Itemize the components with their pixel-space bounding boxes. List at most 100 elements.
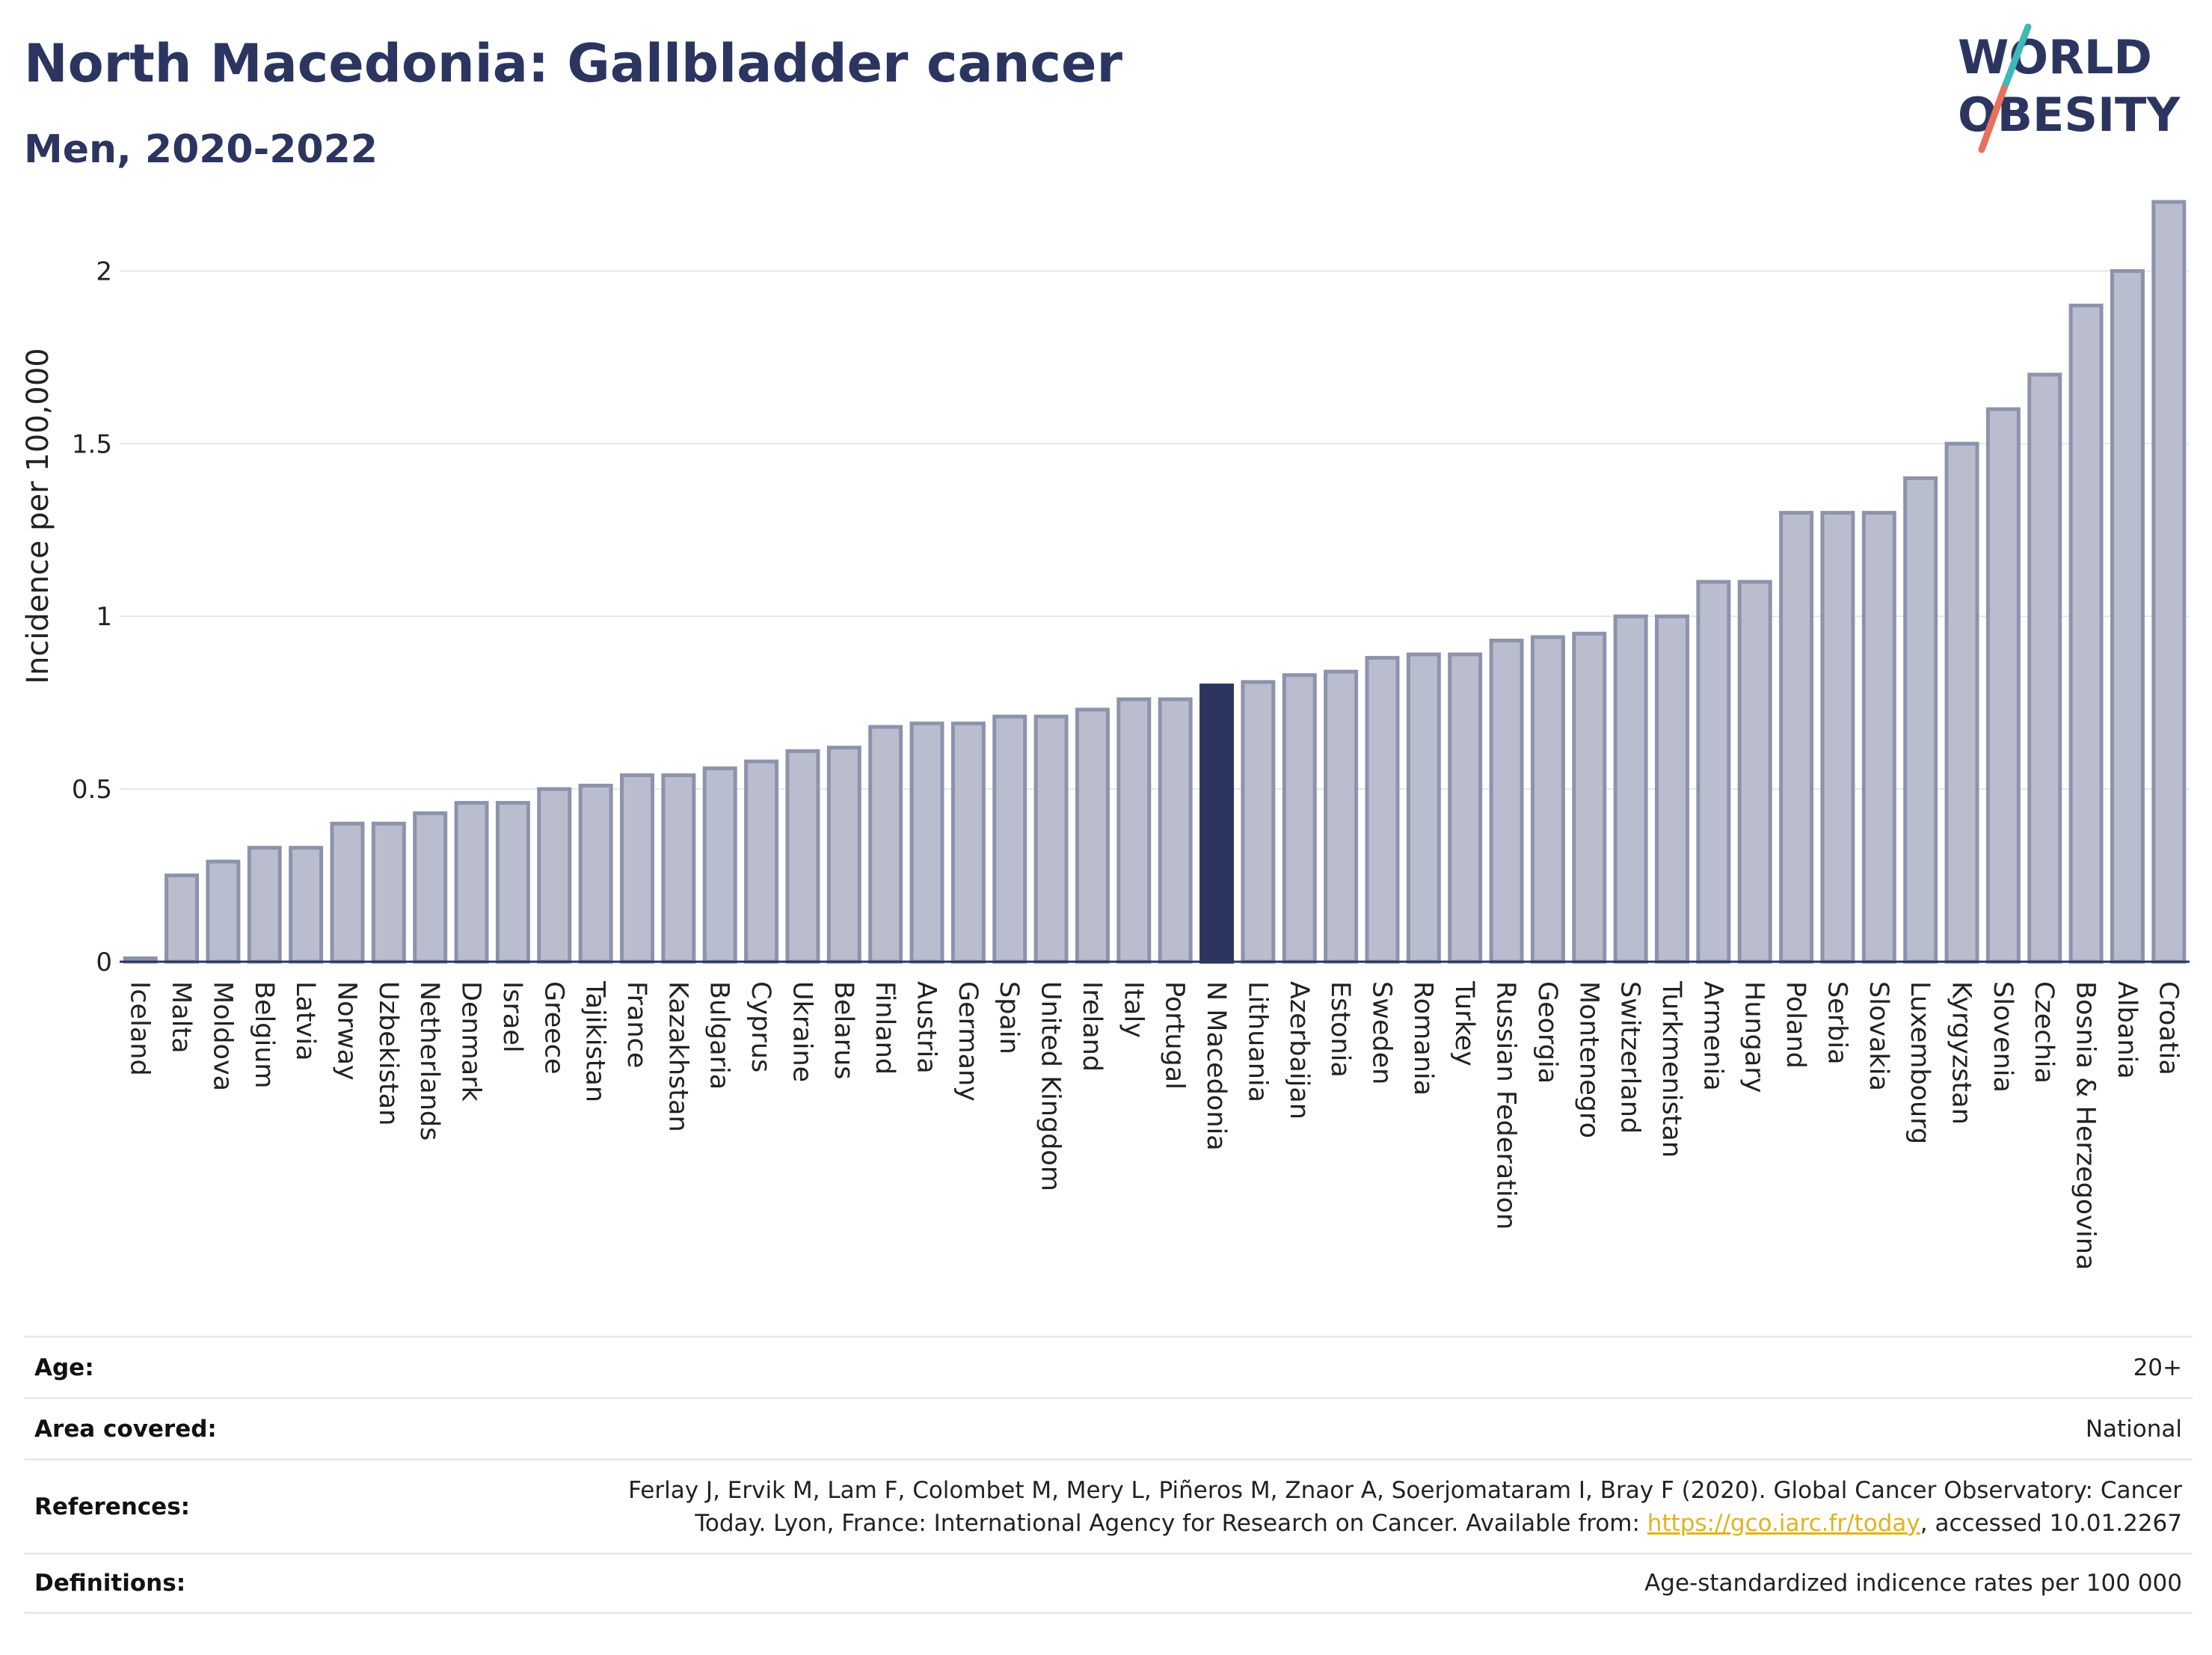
bar bbox=[1075, 707, 1110, 964]
bar bbox=[1903, 476, 1938, 964]
x-tick-label: Kyrgyzstan bbox=[1947, 981, 1976, 1125]
bar bbox=[702, 766, 737, 964]
bar bbox=[165, 873, 200, 964]
x-tick-label: United Kingdom bbox=[1036, 981, 1066, 1191]
bar-chart: 0 0.5 1 1.5 2 Iceland Malta Moldova Belgium Latv… bbox=[21, 200, 2190, 1270]
bar bbox=[2068, 304, 2104, 964]
references-value: Ferlay J, Ervik M, Lam F, Colombet M, Me… bbox=[567, 1474, 2182, 1540]
references-accessed: , accessed 10.01.2267 bbox=[1920, 1509, 2182, 1537]
x-axis-labels: Iceland Malta Moldova Belgium Latvia Norway Uz… bbox=[125, 980, 2184, 1270]
bar bbox=[744, 759, 779, 964]
bar bbox=[1779, 511, 1814, 964]
info-row-area: Area covered: National bbox=[24, 1397, 2193, 1458]
y-tick-label: 2 bbox=[96, 257, 112, 286]
area-value: National bbox=[2085, 1415, 2182, 1443]
bar bbox=[1282, 673, 1317, 964]
x-tick-label: Greece bbox=[538, 981, 568, 1075]
x-tick-label: Moldova bbox=[207, 981, 237, 1091]
bar bbox=[785, 749, 820, 964]
y-tick-label: 0 bbox=[96, 948, 112, 977]
x-tick-label: Hungary bbox=[1739, 981, 1769, 1093]
x-tick-label: Italy bbox=[1118, 981, 1148, 1038]
x-tick-label: Croatia bbox=[2153, 981, 2183, 1075]
x-tick-label: Germany bbox=[953, 981, 983, 1102]
bar bbox=[2151, 200, 2187, 964]
x-tick-label: Serbia bbox=[1822, 981, 1852, 1065]
x-tick-label: Kazakhstan bbox=[663, 981, 692, 1132]
bar bbox=[495, 801, 530, 964]
x-tick-label: Sweden bbox=[1366, 981, 1396, 1084]
info-row-age: Age: 20+ bbox=[24, 1336, 2193, 1397]
bar bbox=[1861, 511, 1896, 964]
logo-slash-bottom bbox=[1978, 85, 2008, 153]
bar bbox=[330, 821, 365, 964]
bars bbox=[123, 200, 2187, 964]
x-tick-label: Cyprus bbox=[746, 981, 775, 1072]
page-title: North Macedonia: Gallbladder cancer bbox=[24, 33, 1123, 94]
area-label: Area covered: bbox=[34, 1415, 217, 1443]
bar-highlighted bbox=[1199, 684, 1235, 964]
y-tick-label: 1.5 bbox=[72, 429, 112, 459]
bar bbox=[1033, 714, 1069, 964]
info-table: Age: 20+ Area covered: National Referenc… bbox=[24, 1336, 2193, 1614]
bar bbox=[1737, 580, 1772, 964]
y-axis-ticks: 0 0.5 1 1.5 2 bbox=[72, 257, 112, 977]
x-tick-label: Netherlands bbox=[414, 981, 444, 1140]
x-tick-label: Georgia bbox=[1532, 981, 1562, 1084]
x-tick-label: Belarus bbox=[829, 981, 858, 1080]
age-label: Age: bbox=[34, 1354, 94, 1381]
bar bbox=[950, 721, 986, 964]
bar bbox=[620, 773, 654, 964]
x-tick-label: Spain bbox=[994, 981, 1024, 1054]
bar bbox=[868, 725, 903, 964]
x-tick-label: Uzbekistan bbox=[373, 981, 403, 1126]
references-text: Ferlay J, Ervik M, Lam F, Colombet M, Me… bbox=[628, 1476, 2182, 1537]
bar bbox=[1324, 669, 1359, 964]
bar bbox=[413, 811, 448, 964]
bar bbox=[1944, 441, 1979, 964]
bar bbox=[206, 859, 241, 964]
bar bbox=[1696, 580, 1731, 964]
references-link[interactable]: https://gco.iarc.fr/today bbox=[1647, 1509, 1920, 1537]
page-subtitle: Men, 2020-2022 bbox=[24, 127, 378, 172]
bar bbox=[1820, 511, 1855, 964]
bar bbox=[2027, 372, 2062, 964]
bar bbox=[578, 783, 613, 964]
bar bbox=[454, 801, 489, 964]
x-tick-label: Czechia bbox=[2029, 981, 2059, 1084]
logo-slash-top bbox=[2000, 23, 2032, 92]
x-tick-label: Norway bbox=[331, 981, 361, 1081]
bar bbox=[1572, 631, 1607, 964]
x-tick-label: Switzerland bbox=[1615, 981, 1645, 1134]
y-tick-label: 0.5 bbox=[72, 775, 112, 805]
bar bbox=[992, 714, 1027, 964]
bar bbox=[371, 821, 406, 964]
bar bbox=[826, 746, 861, 964]
x-tick-label: Romania bbox=[1408, 981, 1438, 1096]
references-label: References: bbox=[34, 1493, 191, 1520]
info-row-definitions: Definitions: Age-standardized indicence … bbox=[24, 1553, 2193, 1614]
bar bbox=[1116, 697, 1152, 964]
x-tick-label: Latvia bbox=[290, 981, 320, 1061]
bar bbox=[247, 846, 282, 964]
x-tick-label: Ukraine bbox=[787, 981, 817, 1082]
world-obesity-logo: WORLD OBESITY bbox=[1958, 23, 2181, 153]
x-tick-label: Tajikistan bbox=[580, 980, 610, 1102]
x-tick-label: Belgium bbox=[249, 981, 279, 1089]
x-tick-label: Ireland bbox=[1077, 981, 1107, 1072]
y-axis-title: Incidence per 100,000 bbox=[21, 348, 55, 684]
bar bbox=[2110, 268, 2145, 964]
info-row-references: References: Ferlay J, Ervik M, Lam F, Co… bbox=[24, 1458, 2193, 1553]
bar bbox=[1448, 652, 1483, 964]
age-value: 20+ bbox=[2133, 1354, 2182, 1381]
bar bbox=[661, 773, 696, 964]
x-tick-label: Poland bbox=[1781, 981, 1810, 1069]
x-tick-label: Slovenia bbox=[1988, 981, 2018, 1093]
x-tick-label: Slovakia bbox=[1864, 981, 1893, 1091]
x-tick-label: Israel bbox=[497, 981, 527, 1053]
x-tick-label: Austria bbox=[912, 981, 941, 1074]
x-tick-label: Bosnia & Herzegovina bbox=[2071, 981, 2101, 1270]
bar bbox=[1158, 697, 1193, 964]
bar bbox=[1655, 614, 1689, 964]
x-tick-label: Russian Federation bbox=[1491, 981, 1521, 1229]
